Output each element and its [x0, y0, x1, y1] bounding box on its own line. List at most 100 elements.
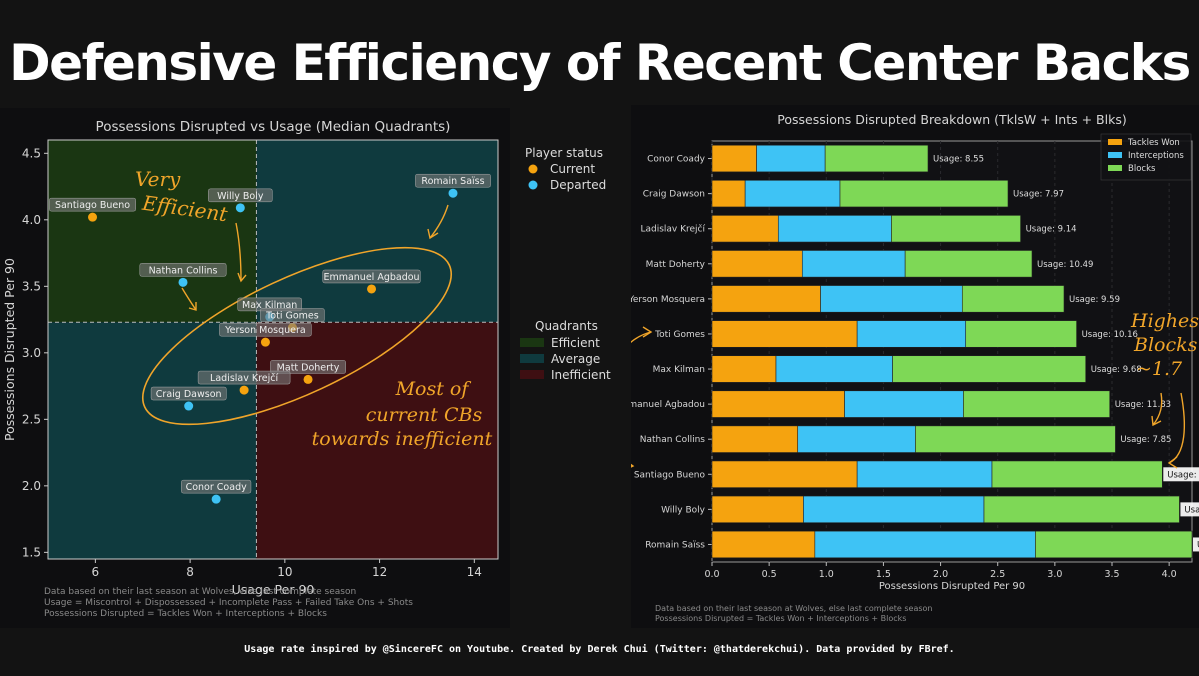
- point-label-box: [415, 173, 491, 188]
- player-point: [88, 212, 98, 222]
- usage-label: Usage: 10.16: [1082, 330, 1138, 340]
- point-label-box: [219, 322, 312, 337]
- bar-segment-tackles-won: [711, 320, 858, 348]
- usage-label: Usage: 9.14: [1026, 225, 1077, 235]
- bar-segment-blocks: [891, 215, 1021, 243]
- bar-segment-tackles-won: [711, 285, 821, 313]
- bar-segment-blocks: [963, 390, 1111, 418]
- bar-segment-blocks: [824, 144, 929, 173]
- quadrant-average-bottom: [48, 322, 257, 559]
- player-point: [235, 203, 245, 213]
- x-tick-label: 12: [372, 565, 387, 579]
- scatter-title: Possessions Disrupted vs Usage (Median Q…: [96, 119, 451, 135]
- bar-segment-tackles-won: [711, 215, 779, 243]
- usage-label: Usage: 5.94: [1167, 470, 1199, 480]
- legend-label: Departed: [550, 178, 606, 192]
- legend-swatch: [1108, 139, 1122, 145]
- annotation-ellipse: [141, 246, 453, 426]
- player-point: [178, 277, 188, 287]
- bar-segment-blocks: [983, 495, 1180, 524]
- legend-label: Average: [551, 352, 600, 366]
- annotation-arrow: [605, 444, 634, 467]
- player-point: [239, 385, 249, 395]
- legend-label: Interceptions: [1128, 151, 1184, 161]
- x-axis-label: Possessions Disrupted Per 90: [879, 581, 1025, 592]
- point-label-box: [270, 360, 346, 374]
- footnote: Possessions Disrupted = Tackles Won + In…: [655, 614, 906, 623]
- point-label-box: [150, 386, 227, 401]
- x-tick-label: 3.5: [1104, 569, 1119, 580]
- bar-segment-tackles-won: [711, 179, 746, 208]
- category-label: Yerson Mosquera: [631, 295, 705, 305]
- x-tick-label: 14: [467, 565, 482, 579]
- bar-segment-interceptions: [820, 285, 963, 313]
- annotation-arrow: [603, 331, 652, 403]
- legend-swatch: [1108, 165, 1122, 171]
- usage-label: Usage: 7.85: [1120, 435, 1171, 445]
- bar-segment-tackles-won: [711, 495, 804, 524]
- legend-title: Quadrants: [535, 319, 598, 333]
- bar-segment-blocks: [904, 250, 1033, 278]
- category-label: Craig Dawson: [643, 190, 705, 200]
- annotation-arrow: [181, 287, 197, 311]
- player-point: [211, 494, 221, 504]
- usage-label: Usage: 9.68: [1091, 365, 1142, 375]
- point-label: Conor Coady: [186, 482, 248, 493]
- x-tick-label: 1.0: [819, 569, 834, 580]
- bar-segment-tackles-won: [711, 390, 845, 418]
- point-label: Matt Doherty: [277, 362, 340, 373]
- usage-label: Usage: 11.83: [1115, 400, 1171, 410]
- footnote: Possessions Disrupted = Tackles Won + In…: [44, 609, 327, 619]
- annotation-highest-blocks: Blocks: [1133, 334, 1198, 356]
- x-tick-label: 1.5: [876, 569, 891, 580]
- annotation-arrowhead: [1167, 456, 1178, 469]
- y-tick-label: 2.5: [22, 412, 41, 426]
- bar-segment-interceptions: [856, 320, 967, 348]
- x-tick-label: 2.0: [933, 569, 948, 580]
- y-tick-label: 3.5: [22, 279, 41, 293]
- scatter-panel: Possessions Disrupted vs Usage (Median Q…: [0, 108, 510, 628]
- usage-label-box: [1180, 502, 1199, 517]
- category-label: Nathan Collins: [640, 435, 706, 445]
- category-label: Santiago Bueno: [634, 470, 706, 480]
- player-point: [260, 337, 270, 347]
- legend-title: Player status: [525, 146, 603, 160]
- quadrant-efficient: [48, 140, 257, 323]
- annotation-arrowhead: [642, 326, 653, 338]
- footer-credits: Usage rate inspired by @SincereFC on You…: [244, 644, 955, 655]
- legend-label: Tackles Won: [1127, 138, 1180, 148]
- bar-segment-blocks: [961, 285, 1065, 313]
- bar-segment-blocks: [892, 355, 1087, 383]
- point-label: Romain Saïss: [421, 176, 484, 187]
- y-tick-label: 4.5: [22, 146, 41, 160]
- usage-label: Usage: 7.97: [1013, 190, 1064, 200]
- x-axis-label: Usage Per 90: [232, 582, 315, 597]
- usage-label: Usage: 10.49: [1037, 260, 1093, 270]
- bar-segment-tackles-won: [711, 460, 858, 488]
- bar-segment-interceptions: [775, 355, 893, 383]
- scatter-legends: Player status Current Departed Quadrants Eff…: [520, 146, 611, 382]
- y-axis-label: Possessions Disrupted Per 90: [2, 258, 17, 441]
- annotation-highest-blocks: Highest: [1130, 310, 1199, 332]
- annotation-arrowhead: [1151, 415, 1162, 427]
- plot-frame: [47, 139, 499, 560]
- y-tick-label: 1.5: [22, 545, 41, 559]
- usage-label: Usage: 13.55: [1197, 540, 1199, 550]
- point-label-box: [197, 370, 291, 385]
- bar-segment-interceptions: [744, 179, 841, 208]
- player-point: [448, 188, 458, 198]
- bar-segment-tackles-won: [711, 355, 777, 383]
- y-tick-label: 4.0: [22, 213, 41, 227]
- point-label-box: [49, 197, 136, 212]
- bar-segment-blocks: [839, 179, 1009, 208]
- usage-label-box: [1193, 537, 1199, 552]
- legend-marker-departed: [528, 180, 538, 190]
- annotation-most-current: towards inefficient: [312, 428, 493, 450]
- bar-segment-blocks: [965, 320, 1077, 348]
- x-tick-label: 6: [92, 565, 100, 579]
- point-label: Toti Gomes: [265, 311, 319, 322]
- point-label: Ladislav Krejčí: [210, 373, 278, 384]
- bar-segment-blocks: [991, 460, 1163, 488]
- legend-label: Blocks: [1128, 164, 1156, 174]
- point-label: Nathan Collins: [149, 265, 218, 276]
